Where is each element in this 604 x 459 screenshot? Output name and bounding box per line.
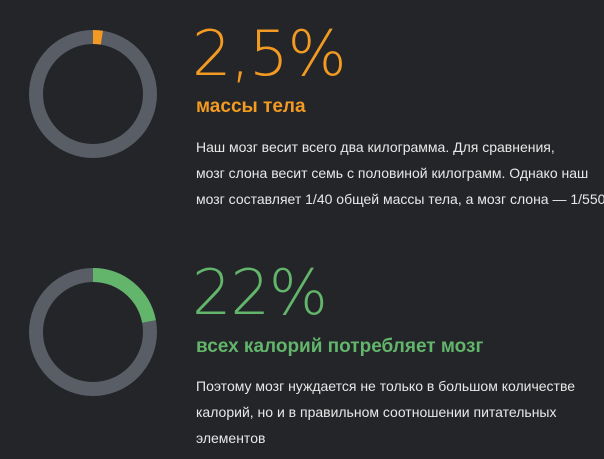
stat-caption: всех калорий потребляет мозг [196, 336, 484, 357]
description-line: элементов [196, 430, 266, 446]
progress-ring [29, 30, 157, 158]
description-line: мозг слона весит семь с половиной килогр… [196, 165, 589, 181]
description-line: калорий, но и в правильном соотношении п… [196, 404, 557, 420]
stat-caption: массы тела [196, 96, 306, 117]
description-line: Наш мозг весит всего два килограмма. Для… [196, 139, 555, 155]
description-line: Поэтому мозг нуждается не только в больш… [196, 378, 576, 394]
progress-ring [29, 268, 157, 396]
stat-value: 22% [192, 256, 328, 329]
progress-ring-track [29, 30, 157, 158]
stat-description: Наш мозг весит всего два килограмма. Для… [196, 134, 604, 212]
description-line: мозг составляет 1/40 общей массы тела, а… [196, 191, 604, 207]
stat-brain-calories: 22% всех калорий потребляет мозг Поэтому… [0, 230, 604, 459]
progress-ring-fill [29, 268, 157, 396]
stat-value: 2,5% [192, 17, 347, 90]
progress-ring-fill [29, 30, 157, 158]
stat-brain-mass: 2,5% массы тела Наш мозг весит всего два… [29, 17, 604, 212]
stat-description: Поэтому мозг нуждается не только в больш… [196, 373, 596, 451]
